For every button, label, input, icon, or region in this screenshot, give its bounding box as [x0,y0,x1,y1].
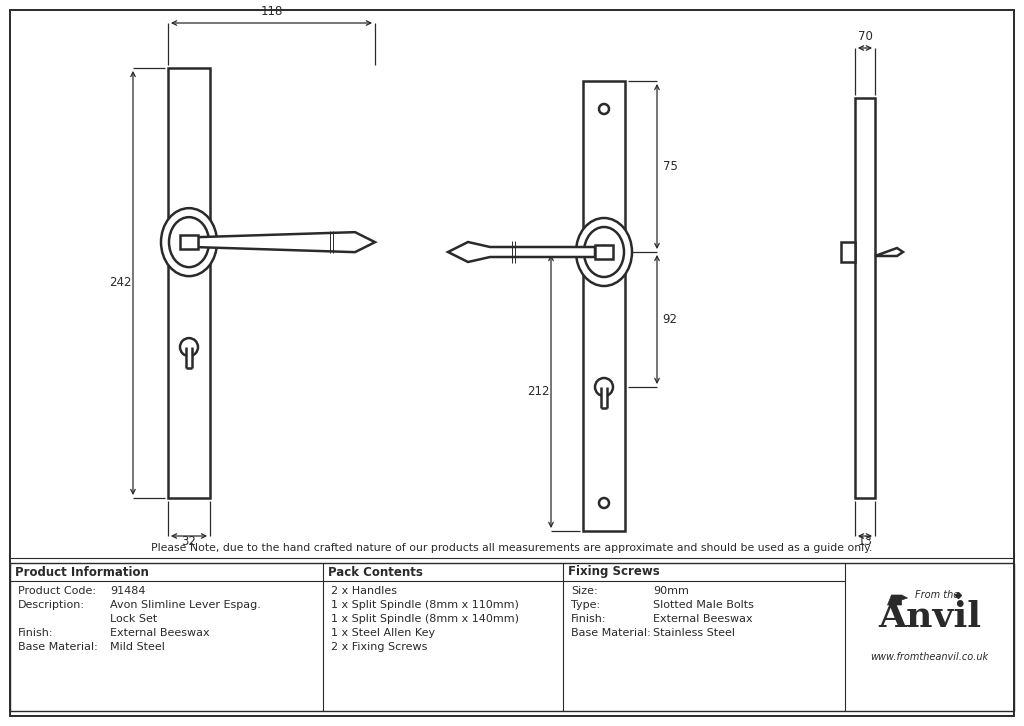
Bar [855,98,874,498]
Text: 1 x Split Spindle (8mm x 110mm): 1 x Split Spindle (8mm x 110mm) [331,600,519,610]
Text: 92: 92 [663,313,678,326]
Text: Size:: Size: [571,586,598,596]
Text: Base Material:: Base Material: [18,642,97,652]
Ellipse shape [584,227,624,277]
Text: Mild Steel: Mild Steel [110,642,165,652]
Text: 32: 32 [181,535,197,548]
Text: 2 x Fixing Screws: 2 x Fixing Screws [331,642,427,652]
Text: Lock Set: Lock Set [110,614,158,624]
Circle shape [598,246,610,258]
Circle shape [183,236,195,248]
Bar [180,235,198,249]
Text: 91484: 91484 [110,586,145,596]
Text: 75: 75 [663,160,678,173]
Bar [186,347,193,368]
Text: Stainless Steel: Stainless Steel [653,628,735,638]
Text: External Beeswax: External Beeswax [653,614,753,624]
Circle shape [180,338,198,356]
Polygon shape [449,242,595,262]
Bar [841,242,855,262]
Text: External Beeswax: External Beeswax [110,628,210,638]
Text: 2 x Handles: 2 x Handles [331,586,397,596]
Circle shape [595,378,613,396]
Text: 1 x Split Spindle (8mm x 140mm): 1 x Split Spindle (8mm x 140mm) [331,614,519,624]
Text: Description:: Description: [18,600,85,610]
Text: 1 x Steel Allen Key: 1 x Steel Allen Key [331,628,435,638]
Text: Product Information: Product Information [15,566,148,579]
Polygon shape [198,232,375,252]
Text: 13: 13 [857,535,872,548]
Text: Pack Contents: Pack Contents [328,566,423,579]
Text: Slotted Male Bolts: Slotted Male Bolts [653,600,754,610]
Circle shape [599,104,609,114]
Text: Finish:: Finish: [571,614,606,624]
Circle shape [599,498,609,508]
Polygon shape [874,248,903,256]
Text: Avon Slimline Lever Espag.: Avon Slimline Lever Espag. [110,600,261,610]
Bar [168,68,210,498]
Bar [595,245,613,259]
Ellipse shape [575,218,632,286]
Text: www.fromtheanvil.co.uk: www.fromtheanvil.co.uk [870,652,988,662]
Text: Anvil: Anvil [878,600,981,634]
Ellipse shape [161,208,217,276]
Text: 242: 242 [109,277,131,290]
Text: Type:: Type: [571,600,600,610]
Text: Base Material:: Base Material: [571,628,650,638]
Text: 118: 118 [260,5,283,18]
Text: 90mm: 90mm [653,586,689,596]
Bar [583,81,625,531]
Polygon shape [901,595,907,600]
Ellipse shape [169,217,209,267]
Text: Finish:: Finish: [18,628,53,638]
Text: From the: From the [915,590,959,600]
Polygon shape [888,595,901,605]
Text: 212: 212 [526,385,549,398]
Text: Product Code:: Product Code: [18,586,96,596]
Text: Please Note, due to the hand crafted nature of our products all measurements are: Please Note, due to the hand crafted nat… [152,543,872,553]
Text: 70: 70 [857,30,872,43]
Text: Fixing Screws: Fixing Screws [568,566,659,579]
Bar [601,387,607,408]
